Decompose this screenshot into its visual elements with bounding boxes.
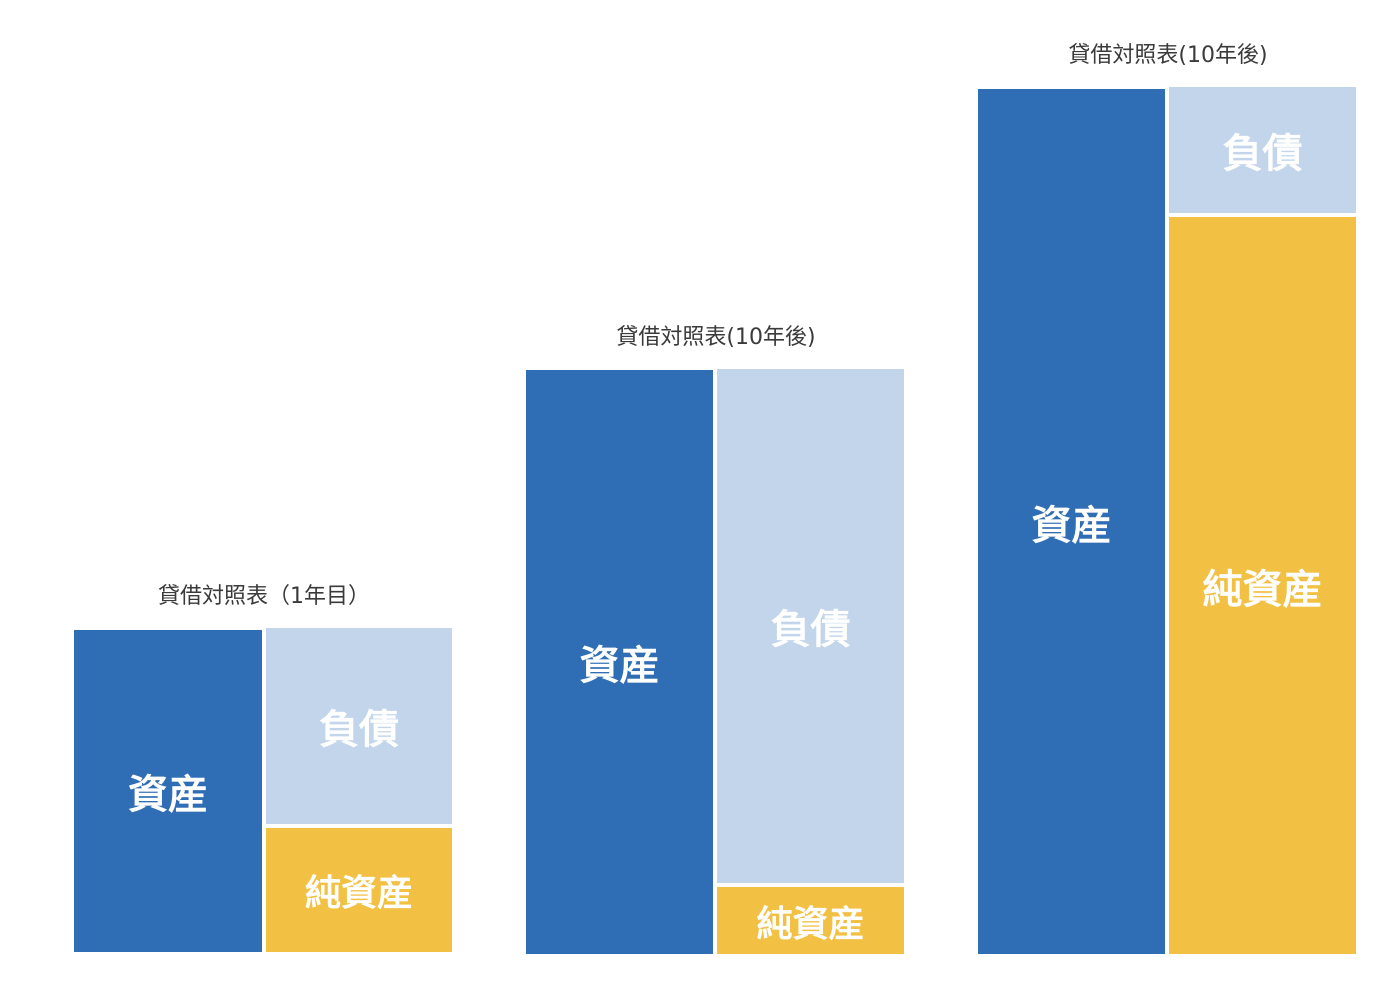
sheet-title: 貸借対照表（1年目） xyxy=(158,584,370,609)
equity-block: 純資産 xyxy=(266,828,452,952)
liabilities-block: 負債 xyxy=(1169,87,1356,213)
sheet-title: 貸借対照表(10年後) xyxy=(1068,43,1268,68)
balance-sheet-year1: 貸借対照表（1年目） 資産 負債 純資産 xyxy=(74,575,454,955)
sheet-title: 貸借対照表(10年後) xyxy=(616,325,816,350)
equity-block: 純資産 xyxy=(717,887,904,954)
liabilities-block: 負債 xyxy=(266,628,452,824)
equity-block: 純資産 xyxy=(1169,217,1356,954)
assets-block: 資産 xyxy=(978,89,1165,954)
assets-block: 資産 xyxy=(74,630,262,952)
balance-sheet-10-years-a: 貸借対照表(10年後) 資産 負債 純資産 xyxy=(526,316,906,956)
balance-sheet-10-years-b: 貸借対照表(10年後) 資産 負債 純資産 xyxy=(978,34,1358,956)
assets-block: 資産 xyxy=(526,370,713,954)
liabilities-block: 負債 xyxy=(717,369,904,883)
